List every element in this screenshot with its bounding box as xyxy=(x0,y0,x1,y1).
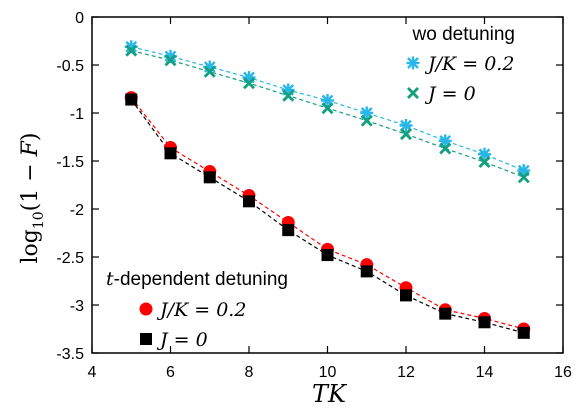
legend-title-t-dependent: t-dependent detuning xyxy=(106,268,288,290)
legend-marker-x xyxy=(407,87,419,99)
x-tick-label: 8 xyxy=(245,364,254,381)
legend-label-jk-t: J/K = 0.2 xyxy=(156,299,246,321)
y-tick-label: -1.5 xyxy=(56,154,84,171)
data-point-x xyxy=(360,114,373,127)
y-axis-label: log10(1 − F) xyxy=(18,132,47,263)
x-axis-label: TK xyxy=(312,380,348,408)
x-tick-label: 10 xyxy=(319,364,337,381)
data-point-square xyxy=(243,195,255,208)
y-tick-label: 0 xyxy=(75,10,84,27)
legend-marker-circle xyxy=(139,302,153,316)
series-line-2 xyxy=(130,97,524,330)
data-point-square xyxy=(478,316,491,329)
data-point-square xyxy=(125,93,138,106)
legend-square-icon xyxy=(140,333,152,345)
y-tick-label: -1 xyxy=(70,106,84,123)
data-point-square xyxy=(400,289,412,302)
legend-circle-icon xyxy=(139,302,153,316)
legend-marker-asterisk xyxy=(406,56,420,70)
data-point-x xyxy=(243,77,255,90)
legend-wo-detuning: wo detuning J/K = 0.2 J = 0 xyxy=(406,24,515,105)
y-tick-label: -2.5 xyxy=(56,250,84,267)
data-point-x xyxy=(400,128,412,141)
legend-x-icon xyxy=(407,87,419,99)
y-tick-label: -0.5 xyxy=(56,58,84,75)
data-point-square xyxy=(517,326,530,339)
legend-label-jk-wo: J/K = 0.2 xyxy=(424,53,514,75)
x-tick-label: 14 xyxy=(476,364,494,381)
data-point-x xyxy=(478,155,491,168)
legend-label-j0-t: J = 0 xyxy=(156,329,208,351)
legend-marker-square xyxy=(140,333,152,345)
data-point-square xyxy=(282,224,295,237)
data-point-asterisk xyxy=(321,94,334,108)
x-tick-label: 6 xyxy=(166,364,175,381)
legend-asterisk-icon xyxy=(406,56,420,70)
series-markers xyxy=(124,40,531,339)
y-tick-label: -2 xyxy=(70,202,84,219)
x-tick-label: 16 xyxy=(554,364,572,381)
y-tick-label: -3.5 xyxy=(56,346,84,363)
legend-label-j0-wo: J = 0 xyxy=(424,83,476,105)
x-tick-label: 4 xyxy=(88,364,97,381)
data-point-square xyxy=(439,307,452,320)
legend-t-dependent: t-dependent detuning J/K = 0.2 J = 0 xyxy=(106,268,288,351)
data-point-square xyxy=(203,171,216,184)
data-point-x xyxy=(125,44,138,57)
data-point-x xyxy=(203,65,216,78)
series-line-3 xyxy=(130,99,524,334)
axis-ticks: 4 6 8 10 12 14 16 0 -0.5 -1 -1.5 -2 -2.5 -3 -3.5 xyxy=(56,10,572,381)
data-point-square xyxy=(164,147,177,160)
x-tick-label: 12 xyxy=(397,364,415,381)
data-point-asterisk xyxy=(517,164,531,178)
data-point-square xyxy=(360,265,373,278)
data-point-x xyxy=(164,54,177,67)
data-point-x xyxy=(439,142,452,155)
legend-title-wo-detuning: wo detuning xyxy=(412,24,515,45)
data-point-x xyxy=(282,89,295,102)
y-tick-label: -3 xyxy=(70,298,84,315)
data-point-x xyxy=(517,171,530,184)
data-point-x xyxy=(321,102,334,115)
data-point-square xyxy=(321,249,334,262)
